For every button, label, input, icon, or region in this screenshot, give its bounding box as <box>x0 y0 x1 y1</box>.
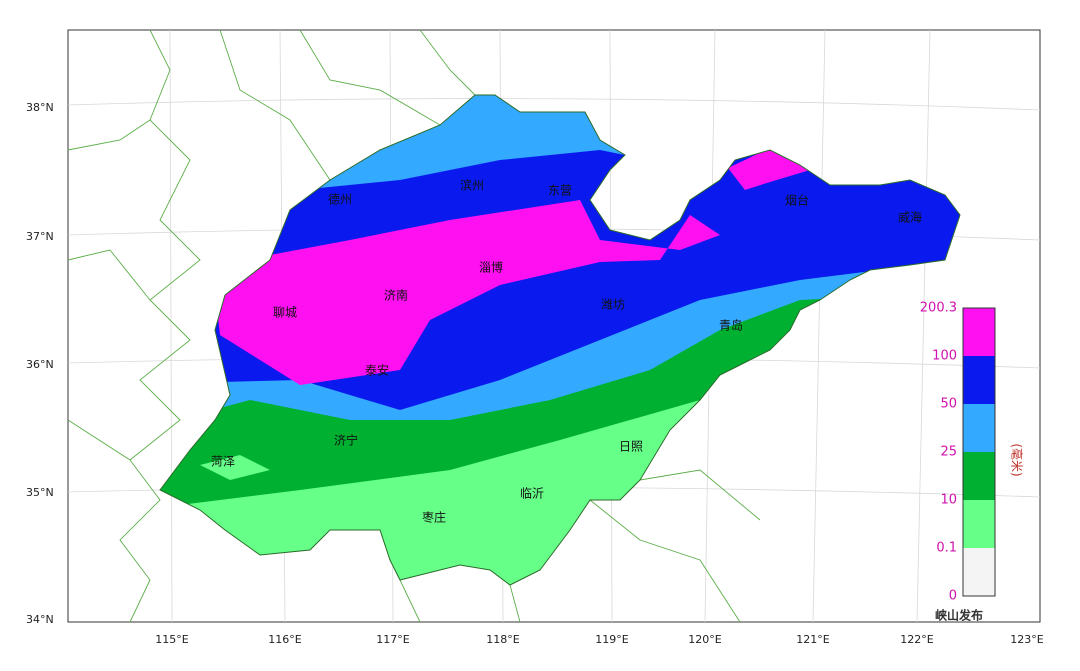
legend-tick-label: 200.3 <box>920 301 957 316</box>
city-label: 青岛 <box>719 318 743 333</box>
city-label: 潍坊 <box>601 297 625 312</box>
lat-label: 38°N <box>26 101 54 114</box>
city-labels: 德州 滨州 东营 烟台 威海 淄博 济南 聊城 潍坊 青岛 泰安 济宁 菏泽 日… <box>211 178 922 525</box>
legend-tick-label: 100 <box>932 349 957 364</box>
legend-unit: (毫米) <box>1010 443 1025 476</box>
watermark: 峡山发布 <box>935 608 983 623</box>
legend-tick-label: 0 <box>949 589 957 604</box>
city-label: 枣庄 <box>422 510 446 525</box>
legend-swatch <box>963 548 995 596</box>
city-label: 泰安 <box>365 363 389 378</box>
city-label: 临沂 <box>520 487 544 501</box>
lat-label: 35°N <box>26 486 54 499</box>
legend-tick-label: 0.1 <box>936 541 957 556</box>
city-label: 德州 <box>328 192 352 207</box>
lon-label: 117°E <box>376 633 409 646</box>
city-label: 淄博 <box>479 260 503 275</box>
legend-tick-label: 10 <box>940 493 957 508</box>
lon-label: 116°E <box>268 633 301 646</box>
neighbor-borders <box>67 29 761 623</box>
legend: 200.3 100 50 25 10 0.1 0 <box>920 301 996 604</box>
city-label: 济宁 <box>334 433 358 448</box>
legend-swatch <box>963 404 995 452</box>
legend-tick-label: 25 <box>940 445 957 460</box>
lat-label: 37°N <box>26 230 54 243</box>
lat-labels: 38°N 37°N 36°N 35°N 34°N <box>26 101 54 626</box>
lon-label: 120°E <box>688 633 721 646</box>
lon-labels: 115°E 116°E 117°E 118°E 119°E 120°E 121°… <box>155 633 1043 646</box>
city-label: 威海 <box>898 210 922 225</box>
city-label: 滨州 <box>460 178 484 193</box>
lon-label: 118°E <box>486 633 519 646</box>
lat-label: 36°N <box>26 358 54 371</box>
city-label: 济南 <box>384 288 408 303</box>
lon-label: 122°E <box>900 633 933 646</box>
province-outline <box>159 94 961 586</box>
legend-frame <box>962 307 996 597</box>
city-label: 聊城 <box>273 306 297 320</box>
lon-label: 115°E <box>155 633 188 646</box>
city-label: 日照 <box>619 440 643 454</box>
lon-label: 121°E <box>796 633 829 646</box>
city-label: 东营 <box>548 184 572 198</box>
legend-swatch <box>963 452 995 500</box>
legend-swatch <box>963 500 995 548</box>
lon-label: 123°E <box>1010 633 1043 646</box>
legend-swatch <box>963 356 995 404</box>
lat-label: 34°N <box>26 613 54 626</box>
city-label: 烟台 <box>785 193 809 208</box>
legend-tick-label: 50 <box>940 397 957 412</box>
city-label: 菏泽 <box>211 455 235 469</box>
legend-swatch <box>963 308 995 356</box>
lon-label: 119°E <box>595 633 628 646</box>
